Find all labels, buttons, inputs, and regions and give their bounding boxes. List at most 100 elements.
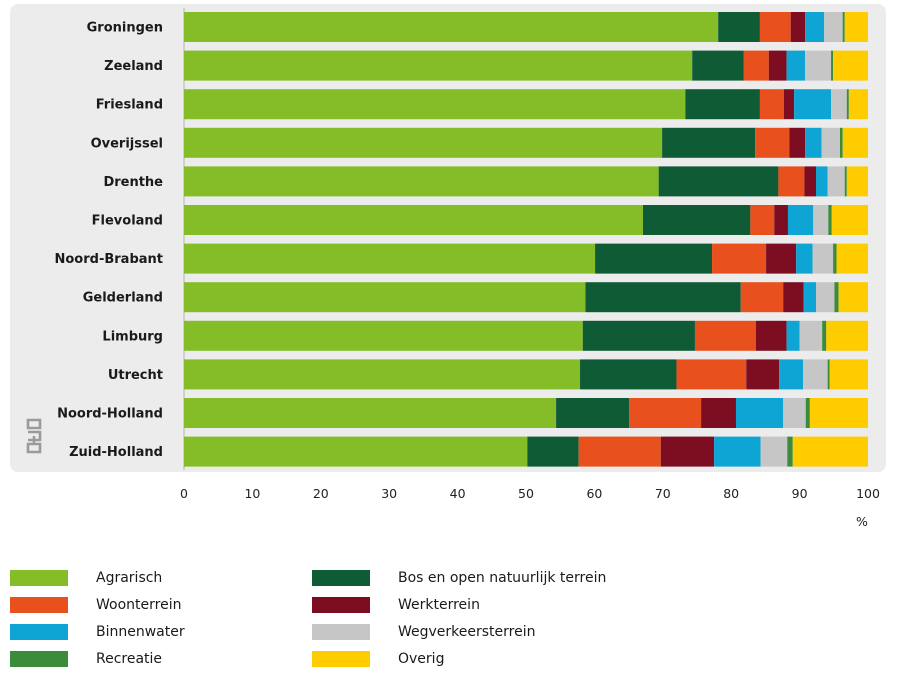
x-tick-label: 40: [450, 486, 466, 501]
bar-segment-wegverkeersterrein-zeeland: [805, 50, 832, 81]
legend-item-wegverkeersterrein: Wegverkeersterrein: [312, 622, 536, 642]
category-label: Gelderland: [83, 291, 163, 306]
category-label: Limburg: [102, 329, 163, 344]
bar-segment-werkterrein-drenthe: [804, 166, 817, 197]
bar-segment-recreatie-zeeland: [831, 50, 834, 81]
bar-segment-agrarisch-friesland: [184, 89, 686, 120]
bar-segment-werkterrein-gelderland: [783, 282, 804, 313]
bar-segment-wegverkeersterrein-flevoland: [813, 205, 829, 235]
category-label: Utrecht: [108, 368, 163, 383]
bar-segment-overig-limburg: [826, 320, 868, 351]
bar-segment-wegverkeersterrein-utrecht: [803, 359, 828, 390]
bar-segment-overig-zeeland: [833, 50, 868, 81]
bar-segment-agrarisch-utrecht: [184, 359, 581, 390]
bar-segment-woonterrein-utrecht: [676, 359, 747, 390]
legend-label: Overig: [398, 651, 445, 667]
bar-segment-recreatie-utrecht: [827, 359, 830, 390]
legend-swatch: [312, 570, 370, 586]
bar-segment-agrarisch-flevoland: [184, 205, 643, 235]
cbs-logo-icon: [26, 418, 42, 454]
bar-segment-woonterrein-limburg: [694, 320, 756, 351]
bar-segment-recreatie-friesland: [846, 89, 849, 120]
bar-segment-woonterrein-zeeland: [743, 50, 769, 81]
bar-segment-woonterrein-groningen: [759, 12, 791, 42]
bar-segment-woonterrein-zuid-holland: [578, 436, 661, 467]
bar-segment-werkterrein-noord-brabant: [766, 243, 797, 274]
bar-segment-agrarisch-noord-holland: [184, 398, 557, 428]
bar-segment-wegverkeersterrein-zuid-holland: [760, 436, 788, 467]
legend-item-woonterrein: Woonterrein: [10, 595, 181, 615]
category-label: Overijssel: [91, 136, 163, 151]
bar-segment-overig-groningen: [844, 12, 868, 42]
bar-segment-wegverkeersterrein-limburg: [799, 320, 823, 351]
bar-segment-binnenwater-utrecht: [779, 359, 804, 390]
legend-label: Agrarisch: [96, 570, 163, 586]
bar-segment-binnenwater-friesland: [794, 89, 832, 120]
bar-segment-recreatie-groningen: [842, 12, 845, 42]
bar-segment-woonterrein-friesland: [759, 89, 784, 120]
bar-segment-woonterrein-flevoland: [750, 205, 775, 235]
category-panel: [10, 4, 886, 472]
bar-segment-binnenwater-overijssel: [805, 127, 822, 158]
bar-segment-werkterrein-zeeland: [768, 50, 787, 81]
bar-segment-woonterrein-drenthe: [778, 166, 805, 197]
legend-item-overig: Overig: [312, 649, 444, 669]
bar-segment-agrarisch-zeeland: [184, 50, 693, 81]
bar-segment-bos-en-open-natuurlijk-terrein-utrecht: [580, 359, 677, 390]
x-tick-label: 70: [655, 486, 671, 501]
bar-segment-agrarisch-gelderland: [184, 282, 586, 313]
bar-segment-agrarisch-zuid-holland: [184, 436, 528, 467]
bar-segment-binnenwater-zuid-holland: [714, 436, 761, 467]
bar-segment-recreatie-noord-brabant: [833, 243, 837, 274]
bar-segment-werkterrein-flevoland: [774, 205, 788, 235]
bar-segment-wegverkeersterrein-gelderland: [816, 282, 835, 313]
bar-segment-wegverkeersterrein-friesland: [831, 89, 847, 120]
x-tick-label: 60: [586, 486, 602, 501]
category-labels: Groningen Zeeland Friesland Overijssel Drent…: [55, 21, 164, 461]
category-label: Noord-Holland: [57, 407, 163, 422]
x-tick-label: 0: [180, 486, 188, 501]
legend: Agrarisch Bos en open natuurlijk terrein…: [0, 560, 914, 670]
bar-segment-overig-drenthe: [846, 166, 868, 197]
bar-segment-binnenwater-drenthe: [816, 166, 828, 197]
bar-segment-werkterrein-zuid-holland: [660, 436, 715, 467]
bar-segment-woonterrein-overijssel: [755, 127, 790, 158]
x-tick-label: 20: [313, 486, 329, 501]
stacked-bar-chart: Groningen Zeeland Friesland Overijssel Drent…: [10, 4, 886, 529]
bar-segment-agrarisch-groningen: [184, 12, 719, 42]
bar-segment-binnenwater-gelderland: [803, 282, 817, 313]
legend-label: Wegverkeersterrein: [398, 624, 536, 640]
x-tick-label: 50: [518, 486, 534, 501]
bar-segment-woonterrein-noord-brabant: [712, 243, 767, 274]
legend-swatch: [10, 651, 68, 667]
bar-segment-bos-en-open-natuurlijk-terrein-overijssel: [662, 127, 756, 158]
bar-segment-wegverkeersterrein-noord-holland: [783, 398, 806, 428]
bar-segment-bos-en-open-natuurlijk-terrein-gelderland: [585, 282, 741, 313]
bar-segment-binnenwater-flevoland: [787, 205, 814, 235]
bar-segment-binnenwater-noord-brabant: [796, 243, 813, 274]
bar-segment-werkterrein-noord-holland: [701, 398, 736, 428]
bar-segment-bos-en-open-natuurlijk-terrein-limburg: [582, 320, 695, 351]
bar-segment-bos-en-open-natuurlijk-terrein-noord-brabant: [595, 243, 713, 274]
bar-segment-werkterrein-limburg: [755, 320, 787, 351]
category-label: Groningen: [87, 21, 163, 36]
bar-segment-woonterrein-gelderland: [740, 282, 784, 313]
legend-item-agrarisch: Agrarisch: [10, 568, 162, 588]
legend-label: Bos en open natuurlijk terrein: [398, 570, 607, 586]
bar-segment-overig-noord-holland: [809, 398, 868, 428]
bar-segment-woonterrein-noord-holland: [629, 398, 702, 428]
x-tick-label: 80: [723, 486, 739, 501]
legend-item-binnenwater: Binnenwater: [10, 622, 185, 642]
bars: [184, 12, 868, 467]
bar-segment-bos-en-open-natuurlijk-terrein-groningen: [718, 12, 760, 42]
bar-segment-overig-friesland: [848, 89, 868, 120]
bar-segment-binnenwater-noord-holland: [735, 398, 784, 428]
bar-segment-recreatie-limburg: [822, 320, 827, 351]
x-tick-label: 90: [792, 486, 808, 501]
category-label: Zeeland: [104, 59, 163, 74]
bar-segment-bos-en-open-natuurlijk-terrein-friesland: [685, 89, 760, 120]
legend-label: Werkterrein: [398, 597, 480, 613]
legend-label: Binnenwater: [96, 624, 185, 640]
category-label: Noord-Brabant: [55, 252, 164, 267]
bar-segment-binnenwater-groningen: [805, 12, 825, 42]
